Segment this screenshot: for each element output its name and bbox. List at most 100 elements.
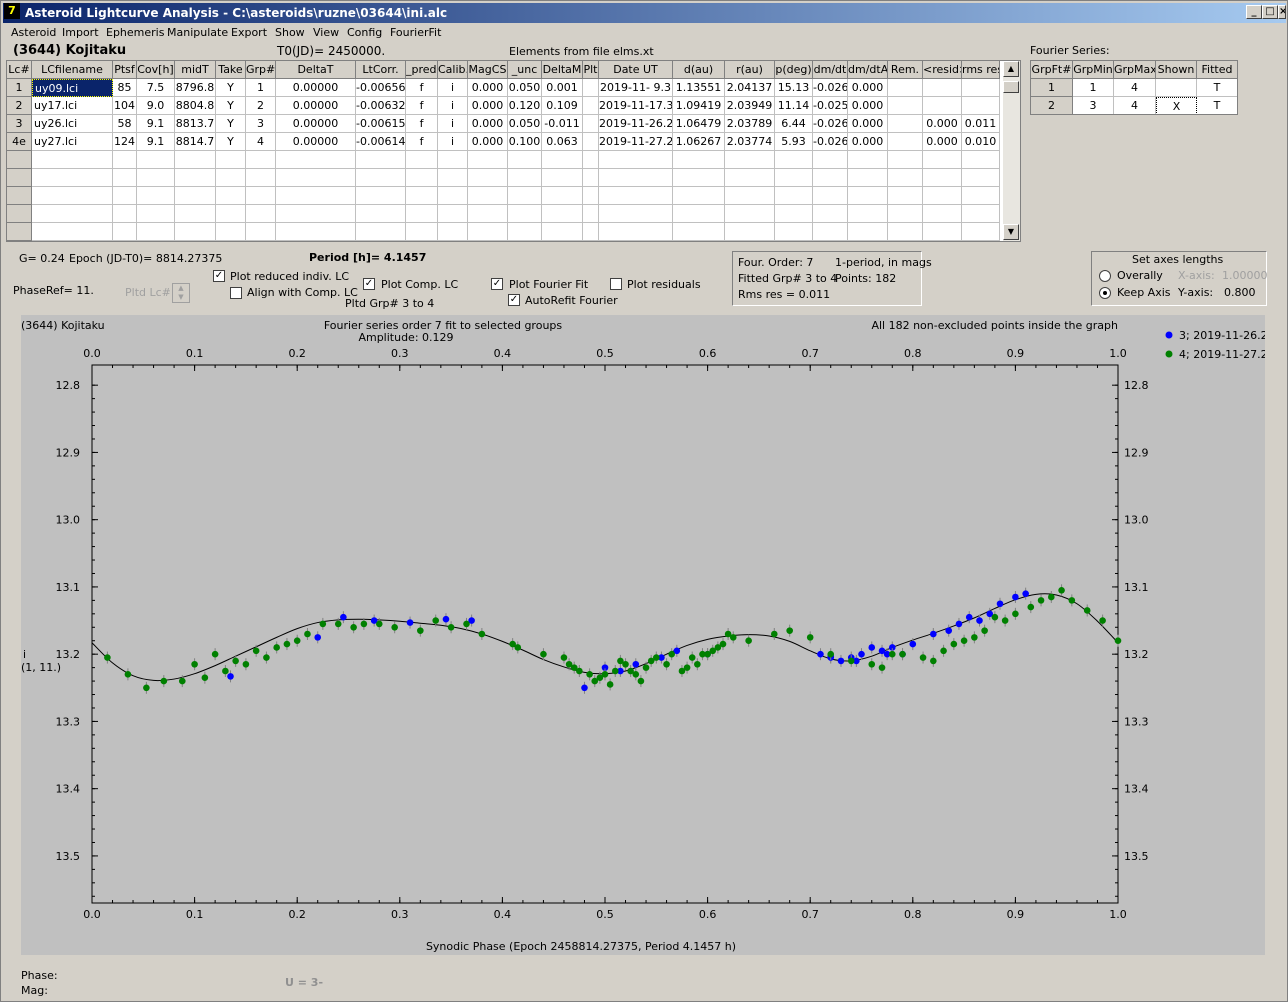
- table-cell[interactable]: [246, 187, 276, 205]
- maximize-button[interactable]: □: [1262, 5, 1278, 19]
- table-cell[interactable]: 0.109: [542, 97, 583, 115]
- table-cell[interactable]: [673, 205, 725, 223]
- table-cell[interactable]: [356, 187, 406, 205]
- table-cell[interactable]: [508, 205, 542, 223]
- table-cell[interactable]: [32, 205, 113, 223]
- table-cell[interactable]: [923, 97, 962, 115]
- table-cell[interactable]: 0.000: [468, 97, 508, 115]
- col-header-rms-res[interactable]: rms res: [962, 61, 1000, 79]
- col-header-take[interactable]: Take: [216, 61, 246, 79]
- table-cell[interactable]: [406, 151, 438, 169]
- table-cell[interactable]: [246, 223, 276, 241]
- table-cell[interactable]: [888, 133, 923, 151]
- fourier-cell[interactable]: [1156, 79, 1197, 97]
- table-cell[interactable]: 0.00000: [276, 97, 356, 115]
- table-cell[interactable]: [725, 169, 775, 187]
- table-cell[interactable]: [246, 169, 276, 187]
- autorefit-checkbox[interactable]: ✓: [508, 294, 520, 306]
- table-cell[interactable]: [137, 223, 175, 241]
- table-cell[interactable]: [508, 151, 542, 169]
- table-cell[interactable]: 0.063: [542, 133, 583, 151]
- fourier-col-grpmax[interactable]: GrpMax: [1114, 61, 1156, 79]
- table-cell[interactable]: [583, 133, 599, 151]
- fourier-cell[interactable]: 4: [1114, 79, 1156, 97]
- table-cell[interactable]: [848, 223, 888, 241]
- col-header-date-ut[interactable]: Date UT: [599, 61, 673, 79]
- col-header-calib[interactable]: Calib.: [438, 61, 468, 79]
- table-cell[interactable]: [888, 205, 923, 223]
- fourier-row-header[interactable]: 2: [1031, 97, 1073, 114]
- table-cell[interactable]: [673, 151, 725, 169]
- table-cell[interactable]: [216, 169, 246, 187]
- table-cell[interactable]: [137, 187, 175, 205]
- table-cell[interactable]: 0.000: [468, 133, 508, 151]
- table-cell[interactable]: -0.00656: [356, 79, 406, 97]
- table-cell[interactable]: 2019-11- 9.3: [599, 79, 673, 97]
- menu-import[interactable]: Import: [62, 26, 99, 39]
- col-header-rem[interactable]: Rem.: [888, 61, 923, 79]
- scroll-thumb[interactable]: [1003, 81, 1019, 93]
- table-cell[interactable]: [32, 187, 113, 205]
- table-cell[interactable]: 1.06479: [673, 115, 725, 133]
- table-cell[interactable]: [175, 187, 216, 205]
- row-header[interactable]: [7, 223, 32, 241]
- table-cell[interactable]: [356, 223, 406, 241]
- table-cell[interactable]: 1.09419: [673, 97, 725, 115]
- overally-radio[interactable]: [1099, 270, 1111, 282]
- table-cell[interactable]: [406, 223, 438, 241]
- fourier-cell[interactable]: 1: [1073, 79, 1114, 97]
- table-cell[interactable]: [775, 205, 813, 223]
- table-cell[interactable]: [356, 169, 406, 187]
- table-cell[interactable]: [583, 187, 599, 205]
- table-cell[interactable]: 4: [246, 133, 276, 151]
- table-cell[interactable]: [725, 151, 775, 169]
- col-header-pred[interactable]: _pred.: [406, 61, 438, 79]
- xaxis-value[interactable]: 1.00000: [1222, 269, 1268, 282]
- table-cell[interactable]: [542, 169, 583, 187]
- table-cell[interactable]: [599, 151, 673, 169]
- plot-comp-checkbox[interactable]: ✓: [363, 278, 375, 290]
- table-cell[interactable]: 9.0: [137, 97, 175, 115]
- minimize-button[interactable]: _: [1246, 5, 1262, 19]
- table-cell[interactable]: [356, 151, 406, 169]
- pltd-lc-spinner[interactable]: ▲ ▼: [172, 283, 190, 303]
- table-cell[interactable]: [599, 205, 673, 223]
- table-cell[interactable]: 104: [113, 97, 137, 115]
- table-cell[interactable]: 0.100: [508, 133, 542, 151]
- table-cell[interactable]: 9.1: [137, 115, 175, 133]
- table-cell[interactable]: [246, 205, 276, 223]
- col-header-midt[interactable]: midT: [175, 61, 216, 79]
- table-cell[interactable]: f: [406, 115, 438, 133]
- table-cell[interactable]: [725, 205, 775, 223]
- table-cell[interactable]: [356, 205, 406, 223]
- table-cell[interactable]: [276, 169, 356, 187]
- table-cell[interactable]: [888, 223, 923, 241]
- table-cell[interactable]: [175, 151, 216, 169]
- table-cell[interactable]: [962, 205, 1000, 223]
- table-cell[interactable]: 0.050: [508, 115, 542, 133]
- table-cell[interactable]: 0.000: [848, 79, 888, 97]
- menu-view[interactable]: View: [313, 26, 340, 39]
- table-cell[interactable]: [775, 187, 813, 205]
- table-cell[interactable]: [216, 223, 246, 241]
- table-cell[interactable]: i: [438, 133, 468, 151]
- table-cell[interactable]: f: [406, 79, 438, 97]
- col-header-d-au[interactable]: d(au): [673, 61, 725, 79]
- fourier-col-grpft[interactable]: GrpFt#: [1031, 61, 1073, 79]
- table-cell[interactable]: Y: [216, 79, 246, 97]
- table-cell[interactable]: [276, 151, 356, 169]
- menu-fourierfit[interactable]: FourierFit: [390, 26, 442, 39]
- table-cell[interactable]: [923, 187, 962, 205]
- table-cell[interactable]: [775, 169, 813, 187]
- table-cell[interactable]: [962, 169, 1000, 187]
- table-cell[interactable]: 0.000: [848, 115, 888, 133]
- table-cell[interactable]: [175, 223, 216, 241]
- table-cell[interactable]: -0.026: [813, 115, 848, 133]
- table-cell[interactable]: [599, 187, 673, 205]
- table-cell[interactable]: [813, 151, 848, 169]
- col-header-grp[interactable]: Grp#: [246, 61, 276, 79]
- table-cell[interactable]: [599, 223, 673, 241]
- col-header-dmdta[interactable]: dm/dtA: [848, 61, 888, 79]
- table-cell[interactable]: -0.026: [813, 79, 848, 97]
- table-cell[interactable]: [438, 205, 468, 223]
